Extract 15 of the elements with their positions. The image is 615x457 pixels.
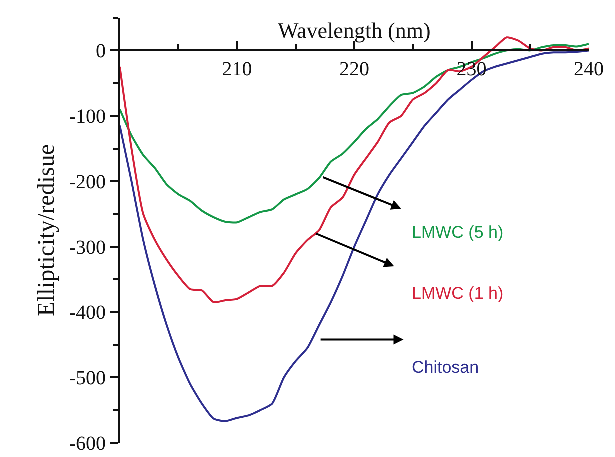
x-axis-title: Wavelength (nm) <box>278 18 431 43</box>
x-tick-label: 210 <box>222 58 252 81</box>
y-tick-label: -500 <box>69 368 106 390</box>
y-tick-label: -600 <box>69 433 106 455</box>
x-tick-label: 220 <box>340 58 370 81</box>
text: LMWC (5 h) <box>412 223 504 242</box>
y-tick-label: -300 <box>69 236 106 259</box>
text: Chitosan <box>412 358 480 377</box>
y-tick-label: 0 <box>96 40 106 63</box>
y-tick-label: -100 <box>69 106 106 128</box>
text: LMWC (1 h) <box>412 284 504 303</box>
x-tick-label: 240 <box>574 58 604 81</box>
y-tick-label: -400 <box>69 302 106 324</box>
y-tick-label: -200 <box>69 171 106 194</box>
y-axis-title: Ellipticity/redisue <box>34 144 60 316</box>
